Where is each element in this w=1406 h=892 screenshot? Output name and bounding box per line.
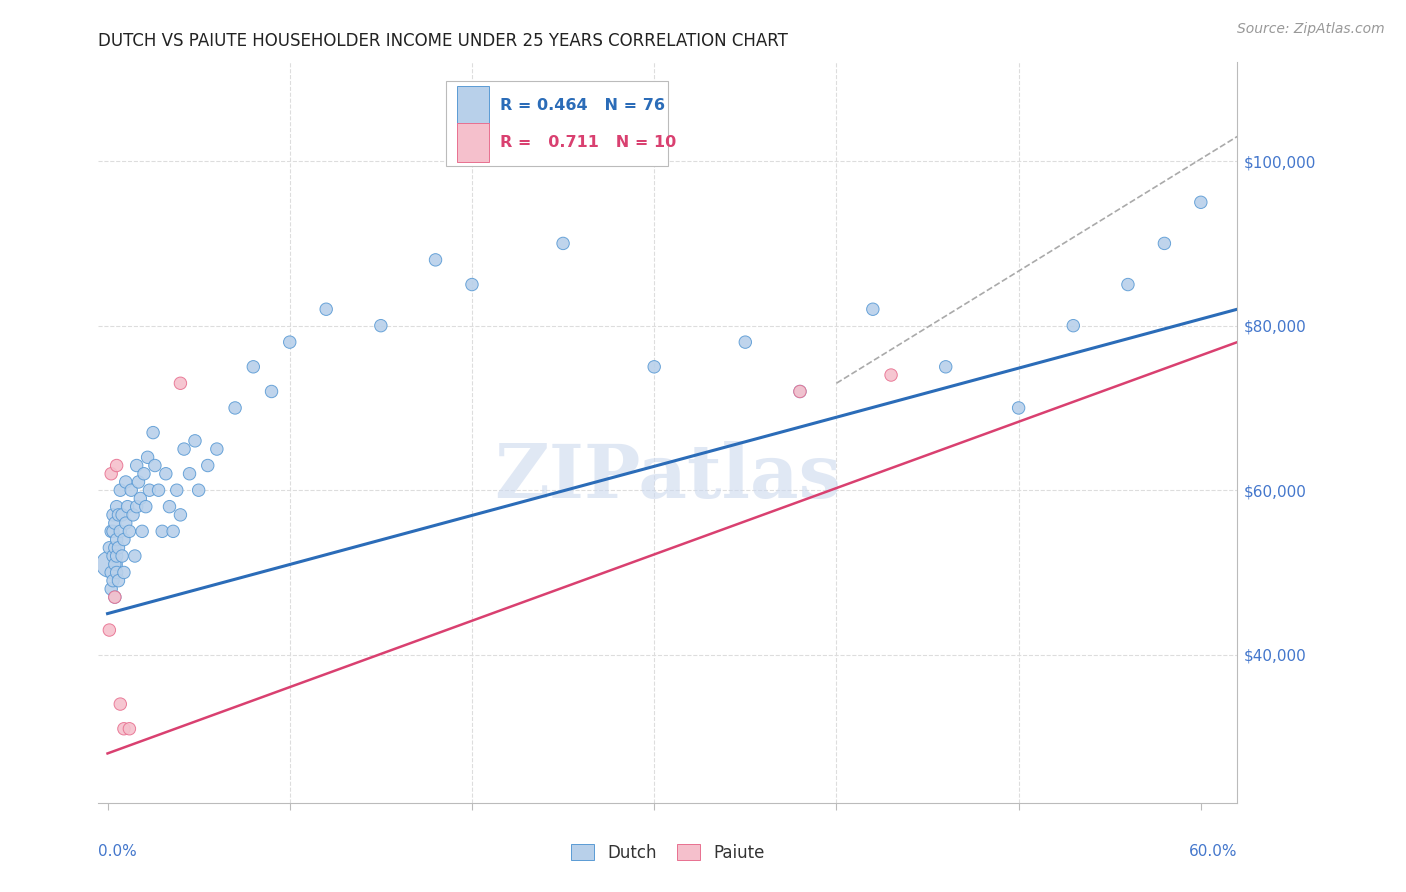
Point — [142, 425, 165, 440]
Point — [105, 458, 128, 473]
Point — [111, 508, 134, 522]
Point — [104, 541, 127, 555]
Point — [110, 524, 132, 539]
Point — [110, 697, 132, 711]
Point — [1189, 195, 1212, 210]
Point — [734, 335, 756, 350]
Point — [169, 376, 191, 391]
Point — [128, 475, 150, 489]
Point — [104, 558, 127, 572]
Point — [138, 483, 160, 498]
Point — [112, 533, 135, 547]
FancyBboxPatch shape — [457, 123, 489, 161]
Point — [184, 434, 207, 448]
Point — [122, 508, 145, 522]
Point — [114, 475, 136, 489]
Point — [935, 359, 957, 374]
Point — [100, 467, 122, 481]
Point — [136, 450, 159, 465]
Point — [105, 549, 128, 563]
Point — [125, 500, 148, 514]
Point — [461, 277, 484, 292]
Point — [100, 524, 122, 539]
Point — [98, 541, 121, 555]
Point — [105, 566, 128, 580]
Point — [205, 442, 228, 456]
Point — [124, 549, 146, 563]
Point — [150, 524, 173, 539]
Point — [242, 359, 264, 374]
Point — [105, 500, 128, 514]
Point — [880, 368, 903, 382]
FancyBboxPatch shape — [446, 81, 668, 166]
Point — [425, 252, 447, 267]
Point — [112, 722, 135, 736]
Point — [107, 508, 129, 522]
Point — [110, 483, 132, 498]
Point — [98, 558, 121, 572]
Point — [315, 302, 337, 317]
Point — [789, 384, 811, 399]
Point — [260, 384, 283, 399]
Point — [118, 524, 141, 539]
Point — [1116, 277, 1139, 292]
Point — [107, 541, 129, 555]
Point — [1007, 401, 1029, 415]
Point — [112, 566, 135, 580]
Point — [278, 335, 301, 350]
Point — [179, 467, 201, 481]
Point — [101, 524, 124, 539]
Point — [101, 574, 124, 588]
Point — [159, 500, 181, 514]
Legend: Dutch, Paiute: Dutch, Paiute — [564, 838, 772, 869]
Text: R =   0.711   N = 10: R = 0.711 N = 10 — [501, 135, 676, 150]
Text: 0.0%: 0.0% — [98, 844, 138, 858]
Point — [132, 467, 155, 481]
Point — [100, 582, 122, 596]
FancyBboxPatch shape — [457, 87, 489, 125]
Text: DUTCH VS PAIUTE HOUSEHOLDER INCOME UNDER 25 YEARS CORRELATION CHART: DUTCH VS PAIUTE HOUSEHOLDER INCOME UNDER… — [98, 32, 789, 50]
Point — [98, 623, 121, 637]
Point — [118, 722, 141, 736]
Point — [104, 590, 127, 604]
Point — [101, 508, 124, 522]
Point — [104, 590, 127, 604]
Point — [104, 516, 127, 530]
Point — [169, 508, 191, 522]
Point — [197, 458, 219, 473]
Point — [101, 549, 124, 563]
Point — [551, 236, 574, 251]
Point — [1062, 318, 1084, 333]
Point — [111, 549, 134, 563]
Text: 60.0%: 60.0% — [1189, 844, 1237, 858]
Point — [155, 467, 177, 481]
Point — [117, 500, 139, 514]
Text: R = 0.464   N = 76: R = 0.464 N = 76 — [501, 98, 665, 113]
Point — [148, 483, 170, 498]
Point — [224, 401, 246, 415]
Point — [125, 458, 148, 473]
Point — [187, 483, 209, 498]
Point — [114, 516, 136, 530]
Point — [173, 442, 195, 456]
Point — [135, 500, 157, 514]
Point — [100, 566, 122, 580]
Point — [107, 574, 129, 588]
Point — [143, 458, 166, 473]
Point — [131, 524, 153, 539]
Point — [129, 491, 152, 506]
Point — [789, 384, 811, 399]
Point — [643, 359, 665, 374]
Point — [162, 524, 184, 539]
Point — [862, 302, 884, 317]
Text: ZIPatlas: ZIPatlas — [495, 441, 841, 514]
Text: Source: ZipAtlas.com: Source: ZipAtlas.com — [1237, 22, 1385, 37]
Point — [105, 533, 128, 547]
Point — [370, 318, 392, 333]
Point — [166, 483, 188, 498]
Point — [1153, 236, 1175, 251]
Point — [120, 483, 142, 498]
